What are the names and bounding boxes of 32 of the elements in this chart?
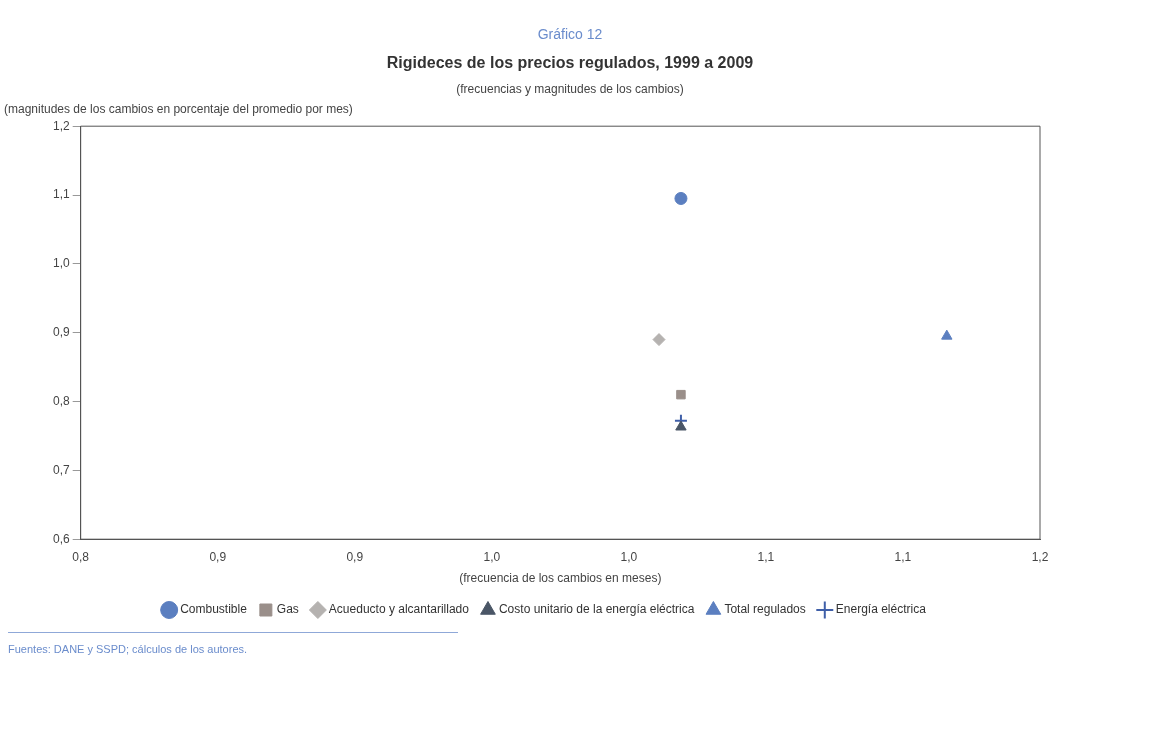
y-tick-label: 1,1 [52,187,70,202]
x-tick-label: 1,0 [620,549,638,564]
x-tick-label: 0,9 [346,549,364,564]
legend-label: Total regulados [724,602,806,617]
y-tick-label: 1,2 [52,118,70,133]
x-axis-title: (frecuencia de los cambios en meses) [459,571,662,586]
point [674,191,688,205]
y-tick-label: 0,7 [52,462,70,477]
x-tick-label: 1,2 [1031,549,1049,564]
point [675,420,687,431]
legend-label: Acueducto y alcantarillado [328,602,470,617]
x-tick-label: 0,9 [209,549,227,564]
point [941,329,953,340]
y-tick-label: 0,6 [52,531,70,546]
x-tick-label: 1,1 [757,549,775,564]
chart-title: Rigideces de los precios regulados, 1999 a 2009 [385,54,755,72]
legend-label: Gas [276,602,299,617]
legend-label: Costo unitario de la energía eléctrica [498,602,695,617]
point [652,333,666,347]
legend-label: Energía eléctrica [835,602,927,617]
point [676,389,686,400]
x-tick-label: 0,8 [72,549,90,564]
legend-label: Combustible [180,602,248,617]
chart-subtitle: (frecuencias y magnitudes de los cambios) [455,82,685,96]
text: Gráfico 12 [536,26,604,42]
source-note: Fuentes: DANE y SSPD; cálculos de los autores. [8,632,458,655]
y-tick-label: 1,0 [52,256,70,271]
y-tick-label: 0,9 [52,325,70,340]
x-tick-label: 1,0 [483,549,501,564]
x-tick-label: 1,1 [894,549,912,564]
y-tick-label: 0,8 [52,393,70,408]
y-axis-title: (magnitudes de los cambios en porcentaje del promedio por mes) [4,102,354,116]
